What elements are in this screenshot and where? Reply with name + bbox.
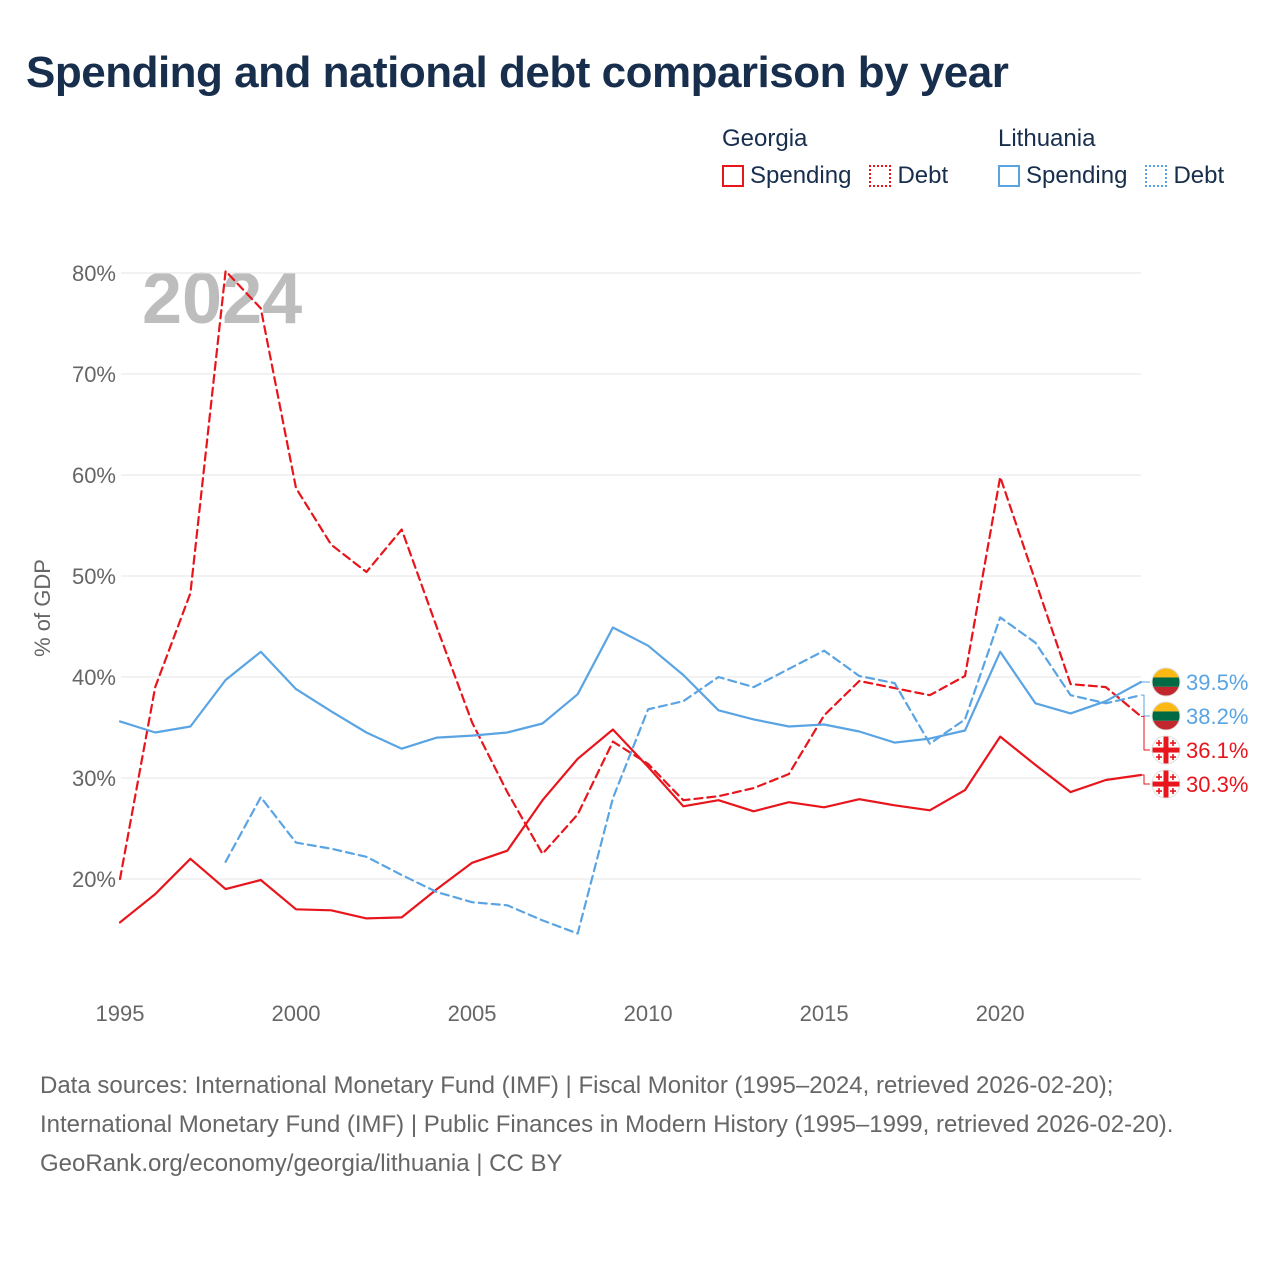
y-tick-label: 40% [72,665,116,690]
legend-label: Spending [1026,162,1128,189]
footer: Data sources: International Monetary Fun… [40,1066,1240,1183]
flag-small-cross [1158,788,1160,795]
flag-small-cross [1172,788,1174,795]
flag-small-cross [1158,774,1160,781]
y-tick-label: 70% [72,362,116,387]
legend-label: Debt [1173,162,1225,189]
end-value-label: 36.1% [1186,738,1248,763]
flag-stripe [1152,668,1180,678]
flag-outline [1151,769,1181,799]
legend-swatch-dotted-icon [869,165,892,187]
flag-stripe [1152,702,1180,712]
x-tick-label: 2015 [800,1001,849,1026]
credit-link[interactable]: GeoRank.org/economy/georgia/lithuania | … [40,1150,563,1177]
end-label-leader [1141,715,1150,751]
legend-item-lithuania-debt[interactable]: Debt [1145,162,1224,190]
flag-small-cross [1172,774,1174,781]
flag-cross [1163,770,1169,799]
flag-small-cross [1172,754,1174,761]
lithuania-flag-icon [1151,667,1181,697]
flag-outline [1151,667,1181,697]
flag-small-cross [1158,754,1160,761]
x-tick-label: 1995 [96,1001,145,1026]
x-tick-label: 2010 [624,1001,673,1026]
x-tick-label: 2020 [976,1001,1025,1026]
end-label-leader [1141,694,1150,717]
series-line-georgia-debt [118,269,1143,881]
legend-label: Spending [750,162,852,189]
flag-small-cross [1172,740,1174,747]
flag-small-cross [1158,740,1160,747]
chart-title: Spending and national debt comparison by… [26,48,1009,97]
end-value-label: 38.2% [1186,704,1248,729]
series-line-lithuania-debt [224,616,1143,935]
flag-body [1152,770,1180,799]
legend-swatch-dotted-icon [1145,165,1168,187]
x-tick-label: 2005 [448,1001,497,1026]
series-line-lithuania-spending [118,626,1143,750]
flag-body [1152,668,1180,697]
legend-label: Debt [897,162,949,189]
legend-swatch-solid-icon [722,165,744,187]
legend-item-georgia-spending[interactable]: Spending [722,162,851,190]
end-value-label: 30.3% [1186,772,1248,797]
legend-item-lithuania-spending[interactable]: Spending [998,162,1127,190]
lithuania-flag-icon [1151,701,1181,731]
flag-outline [1151,735,1181,765]
y-tick-label: 20% [72,867,116,892]
flag-stripe [1152,677,1180,687]
legend-country-georgia: Georgia [722,125,808,152]
data-sources: Data sources: International Monetary Fun… [40,1072,1174,1138]
legend-swatch-solid-icon [998,165,1020,187]
y-tick-label: 50% [72,564,116,589]
flag-outline [1151,701,1181,731]
series-line-georgia-spending [118,728,1143,924]
flag-body [1152,736,1180,765]
flag-body [1152,702,1180,731]
legend-group-lithuania: Lithuania Spending Debt [998,122,1242,196]
y-tick-label: 60% [72,463,116,488]
y-tick-label: 30% [72,766,116,791]
legend-country-lithuania: Lithuania [998,125,1096,152]
flag-cross [1163,736,1169,765]
end-value-label: 39.5% [1186,670,1248,695]
y-tick-label: 80% [72,261,116,286]
y-axis-label: % of GDP [30,559,55,657]
x-tick-label: 2000 [272,1001,321,1026]
end-label-leader [1141,774,1150,785]
georgia-flag-icon [1151,735,1181,765]
legend-group-georgia: Georgia Spending Debt [722,122,966,196]
legend-item-georgia-debt[interactable]: Debt [869,162,948,190]
flag-stripe [1152,711,1180,721]
flag-stripe [1152,686,1180,697]
georgia-flag-icon [1151,769,1181,799]
flag-stripe [1152,720,1180,731]
